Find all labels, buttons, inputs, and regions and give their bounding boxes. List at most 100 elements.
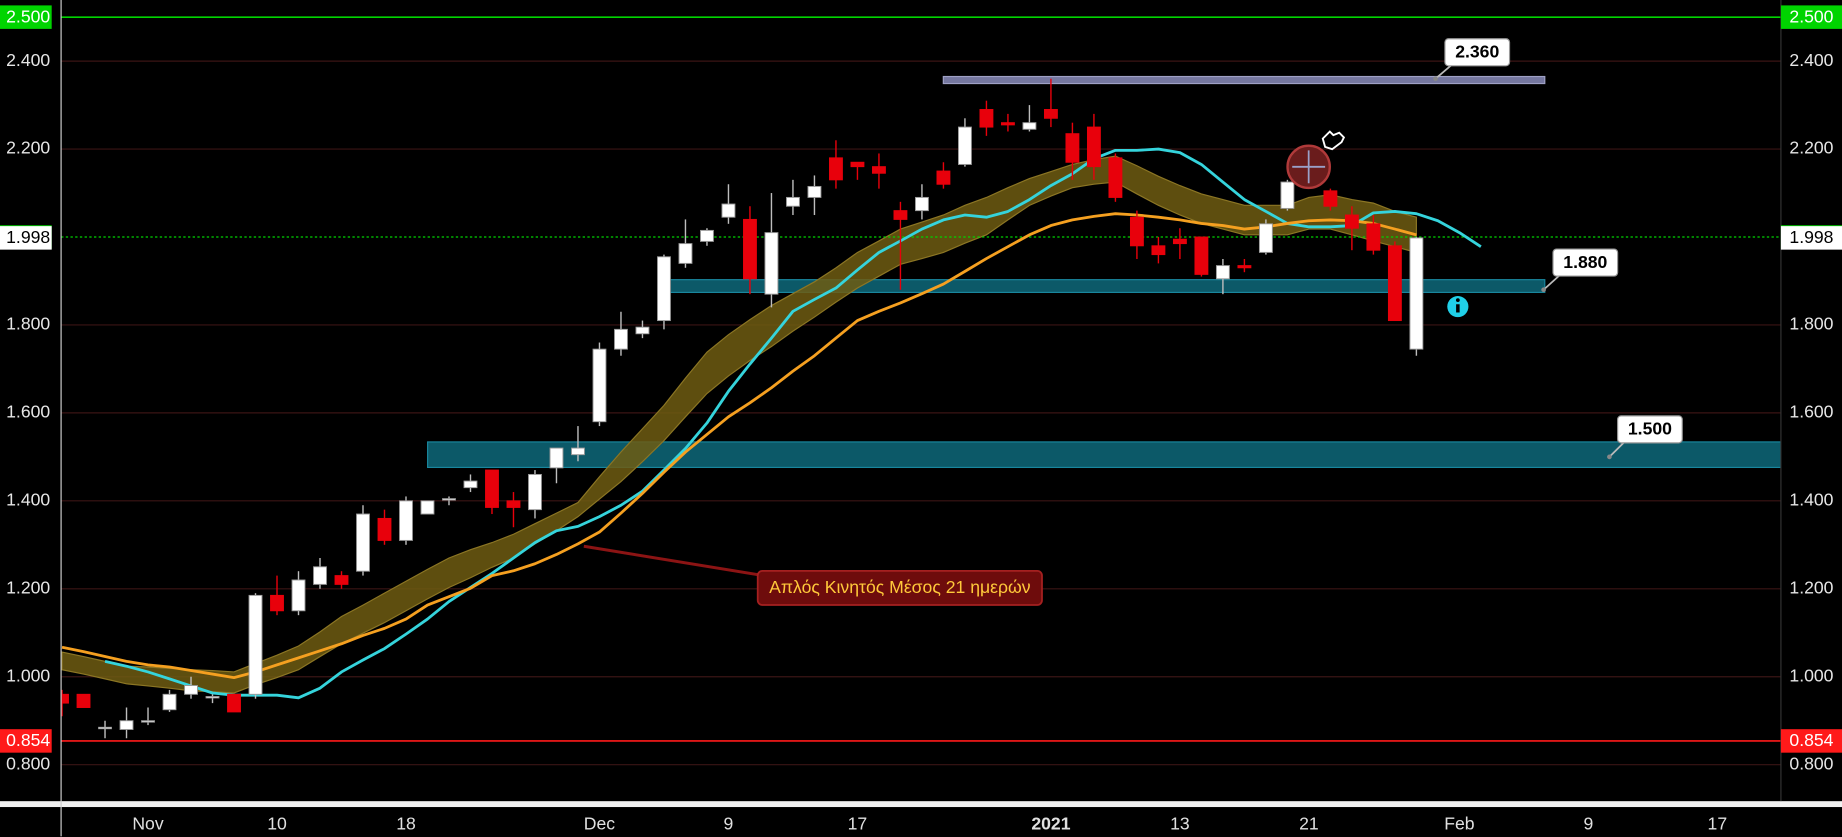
candle-body xyxy=(1001,122,1015,126)
callout-pointer xyxy=(1434,63,1453,80)
info-icon-stem xyxy=(1456,304,1460,313)
annotation-pointer xyxy=(583,544,764,578)
x-tick-label: 2021 xyxy=(1031,813,1070,833)
callout-anchor xyxy=(1541,287,1546,293)
price-marker-label: 2.500 xyxy=(6,6,50,26)
candle-body xyxy=(1280,181,1295,209)
y-tick-label: 1.400 xyxy=(6,489,50,509)
overlay-layer: Απλός Κινητός Μέσος 21 ημερών 2.360 1.880 1… xyxy=(583,38,1683,606)
y-tick-label: 1.200 xyxy=(6,577,50,597)
candle-body xyxy=(76,693,91,708)
candle-body xyxy=(1194,236,1209,275)
price-marker-label-right: 0.854 xyxy=(1789,730,1833,750)
y-tick-label-right: 1.600 xyxy=(1789,402,1833,422)
candle-body xyxy=(979,109,994,128)
callout-label: 1.500 xyxy=(1628,419,1672,439)
x-tick-label: 10 xyxy=(267,813,287,833)
candle-body xyxy=(1022,122,1037,130)
y-tick-label: 2.200 xyxy=(6,138,50,158)
callout-box xyxy=(1617,415,1683,444)
candle-body xyxy=(463,480,478,489)
hand-cursor xyxy=(1321,130,1346,151)
candle-body xyxy=(893,210,908,220)
candle-body xyxy=(205,696,220,699)
candle-body xyxy=(377,517,392,541)
candle-body xyxy=(936,170,951,185)
candle-body xyxy=(356,513,370,572)
candle-body xyxy=(1151,245,1166,256)
candle-body xyxy=(786,196,800,207)
candle-body xyxy=(1215,265,1230,280)
moving-average-line xyxy=(61,212,1417,679)
candle-body xyxy=(399,500,413,541)
plot-area xyxy=(61,16,1781,766)
x-tick-label: 9 xyxy=(724,813,734,833)
callout-anchor xyxy=(1607,454,1612,460)
candle-body xyxy=(184,685,198,695)
y-tick-label: 1.000 xyxy=(6,665,50,685)
info-icon-dot xyxy=(1455,298,1460,303)
y-tick-label-right: 1.000 xyxy=(1789,665,1833,685)
candle-body xyxy=(1129,216,1144,247)
candle-body xyxy=(162,693,177,711)
candle-body xyxy=(1237,265,1252,269)
candle-body xyxy=(743,218,757,280)
moving-average-line xyxy=(104,147,1482,700)
candle-body xyxy=(872,166,886,174)
candle-body xyxy=(850,161,865,168)
callout-box xyxy=(1444,38,1511,67)
candle-body xyxy=(1043,109,1058,119)
y-tick-label-right: 2.400 xyxy=(1789,50,1833,70)
candle-body xyxy=(635,326,650,335)
candle-body xyxy=(420,500,435,515)
candle-body xyxy=(764,232,779,295)
callout-pointer xyxy=(1543,274,1561,291)
candle-body xyxy=(1323,190,1338,207)
callout-pointer xyxy=(1608,441,1626,458)
callout-anchor xyxy=(1433,76,1438,82)
candle-body xyxy=(528,473,542,511)
x-axis-band xyxy=(0,801,1842,808)
candle-body xyxy=(721,203,736,218)
y-tick-label-right: 0.800 xyxy=(1789,753,1833,773)
price-marker-box-right xyxy=(1780,226,1842,250)
callout-box xyxy=(1552,248,1619,277)
price-marker-label-right: 1.998 xyxy=(1789,227,1833,247)
candle-body xyxy=(700,229,714,242)
price-marker-box-right xyxy=(1780,5,1842,29)
annotation-box xyxy=(756,570,1043,606)
candle-body xyxy=(61,693,69,704)
candle-body xyxy=(807,185,822,198)
zone xyxy=(942,75,1546,85)
y-tick-label-right: 1.400 xyxy=(1789,489,1833,509)
candle-body xyxy=(313,566,327,585)
x-tick-label: 21 xyxy=(1299,813,1319,833)
candle-body xyxy=(614,328,628,350)
callout-label: 2.360 xyxy=(1455,42,1499,62)
y-tick-label: 2.400 xyxy=(6,50,50,70)
x-tick-label: Nov xyxy=(132,813,164,833)
candle-body xyxy=(549,447,564,469)
candle-body xyxy=(98,726,112,730)
candle-body xyxy=(1258,223,1273,253)
candle-body xyxy=(1065,133,1080,163)
price-marker-label: 0.854 xyxy=(6,730,50,750)
candle-body xyxy=(1409,237,1424,350)
y-tick-label-right: 1.800 xyxy=(1789,314,1833,334)
candle-body xyxy=(592,348,607,423)
candle-body xyxy=(506,500,521,508)
x-tick-label: Dec xyxy=(584,813,616,833)
candle-body xyxy=(1344,214,1359,229)
y-tick-label-right: 1.200 xyxy=(1789,577,1833,597)
y-tick-label-right: 2.200 xyxy=(1789,138,1833,158)
candle-body xyxy=(119,720,134,730)
y-tick-label: 1.800 xyxy=(6,314,50,334)
candle-body xyxy=(829,157,843,181)
price-marker-label-right: 2.500 xyxy=(1789,6,1833,26)
candle-body xyxy=(1108,157,1123,198)
candle-body xyxy=(1172,238,1187,245)
candle-body xyxy=(442,498,456,501)
